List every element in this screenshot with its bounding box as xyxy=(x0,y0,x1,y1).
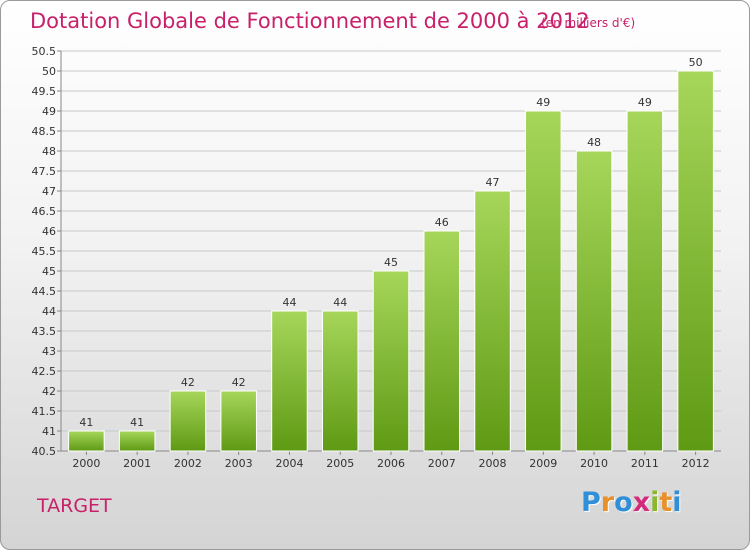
y-tick-label: 43.5 xyxy=(32,325,57,338)
y-tick-label: 48 xyxy=(42,145,56,158)
bar xyxy=(372,270,410,452)
bar-value-label: 44 xyxy=(282,296,296,309)
y-tick-label: 49.5 xyxy=(32,85,57,98)
x-tick-label: 2009 xyxy=(529,457,557,470)
y-tick-label: 49 xyxy=(42,105,56,118)
bar-value-label: 42 xyxy=(181,376,195,389)
x-tick-label: 2003 xyxy=(225,457,253,470)
logo-letter: x xyxy=(632,487,651,518)
bar xyxy=(423,230,461,452)
y-tick-label: 42.5 xyxy=(32,365,57,378)
y-tick-label: 42 xyxy=(42,385,56,398)
bar xyxy=(626,110,664,452)
bar xyxy=(474,190,511,452)
x-tick-label: 2010 xyxy=(580,457,608,470)
bar xyxy=(677,70,714,452)
y-tick-label: 46 xyxy=(42,225,56,238)
labels: 41 41 42 42 44 44 45 46 47 49 48 49 50 xyxy=(79,56,702,429)
bar xyxy=(271,310,308,452)
x-tick-label: 2002 xyxy=(174,457,202,470)
logo-letter: i xyxy=(650,487,660,518)
bar-value-label: 41 xyxy=(130,416,144,429)
bars xyxy=(68,70,714,452)
bar-value-label: 49 xyxy=(638,96,652,109)
proxiti-logo[interactable]: Proxiti xyxy=(581,487,682,518)
y-tick-label: 43 xyxy=(42,345,56,358)
x-tick-label: 2005 xyxy=(326,457,354,470)
bar xyxy=(220,390,257,452)
logo-letter: i xyxy=(672,487,682,518)
bar-value-label: 44 xyxy=(333,296,347,309)
y-tick-label: 50 xyxy=(42,65,56,78)
y-tick-label: 44.5 xyxy=(32,285,57,298)
y-tick-label: 44 xyxy=(42,305,56,318)
bar-value-label: 41 xyxy=(79,416,93,429)
y-tick-label: 45 xyxy=(42,265,56,278)
y-tick-label: 45.5 xyxy=(32,245,57,258)
bar-value-label: 46 xyxy=(435,216,449,229)
y-tick-label: 47.5 xyxy=(32,165,57,178)
y-tick-label: 41 xyxy=(42,425,56,438)
bar xyxy=(68,430,105,452)
bar-value-label: 50 xyxy=(689,56,703,69)
y-tick-label: 48.5 xyxy=(32,125,57,138)
bar xyxy=(575,150,613,452)
bar-value-label: 49 xyxy=(536,96,550,109)
logo-letter: P xyxy=(581,487,601,518)
y-tick-label: 47 xyxy=(42,185,56,198)
logo-letter: t xyxy=(659,487,673,518)
logo-letter: r xyxy=(600,487,615,518)
y-tick-label: 41.5 xyxy=(32,405,57,418)
y-tick-label: 40.5 xyxy=(32,445,57,458)
x-tick-label: 2001 xyxy=(123,457,151,470)
bar xyxy=(169,390,207,452)
bar-value-label: 47 xyxy=(486,176,500,189)
logo-letter: o xyxy=(614,487,633,518)
chart-subtitle: (en milliers d'€) xyxy=(541,16,636,30)
y-tick-label: 46.5 xyxy=(32,205,57,218)
bar-value-label: 42 xyxy=(232,376,246,389)
x-tick-label: 2000 xyxy=(72,457,100,470)
x-tick-label: 2004 xyxy=(275,457,303,470)
bar xyxy=(118,430,156,452)
bar xyxy=(525,110,562,452)
x-tick-label: 2011 xyxy=(631,457,659,470)
x-tick-label: 2007 xyxy=(428,457,456,470)
bar-value-label: 45 xyxy=(384,256,398,269)
x-tick-label: 2006 xyxy=(377,457,405,470)
y-tick-label: 50.5 xyxy=(32,45,57,58)
x-tick-label: 2008 xyxy=(479,457,507,470)
city-name: TARGET xyxy=(37,495,112,517)
bar xyxy=(321,310,359,452)
bar-value-label: 48 xyxy=(587,136,601,149)
chart-title: Dotation Globale de Fonctionnement de 20… xyxy=(30,9,590,33)
x-tick-label: 2012 xyxy=(682,457,710,470)
